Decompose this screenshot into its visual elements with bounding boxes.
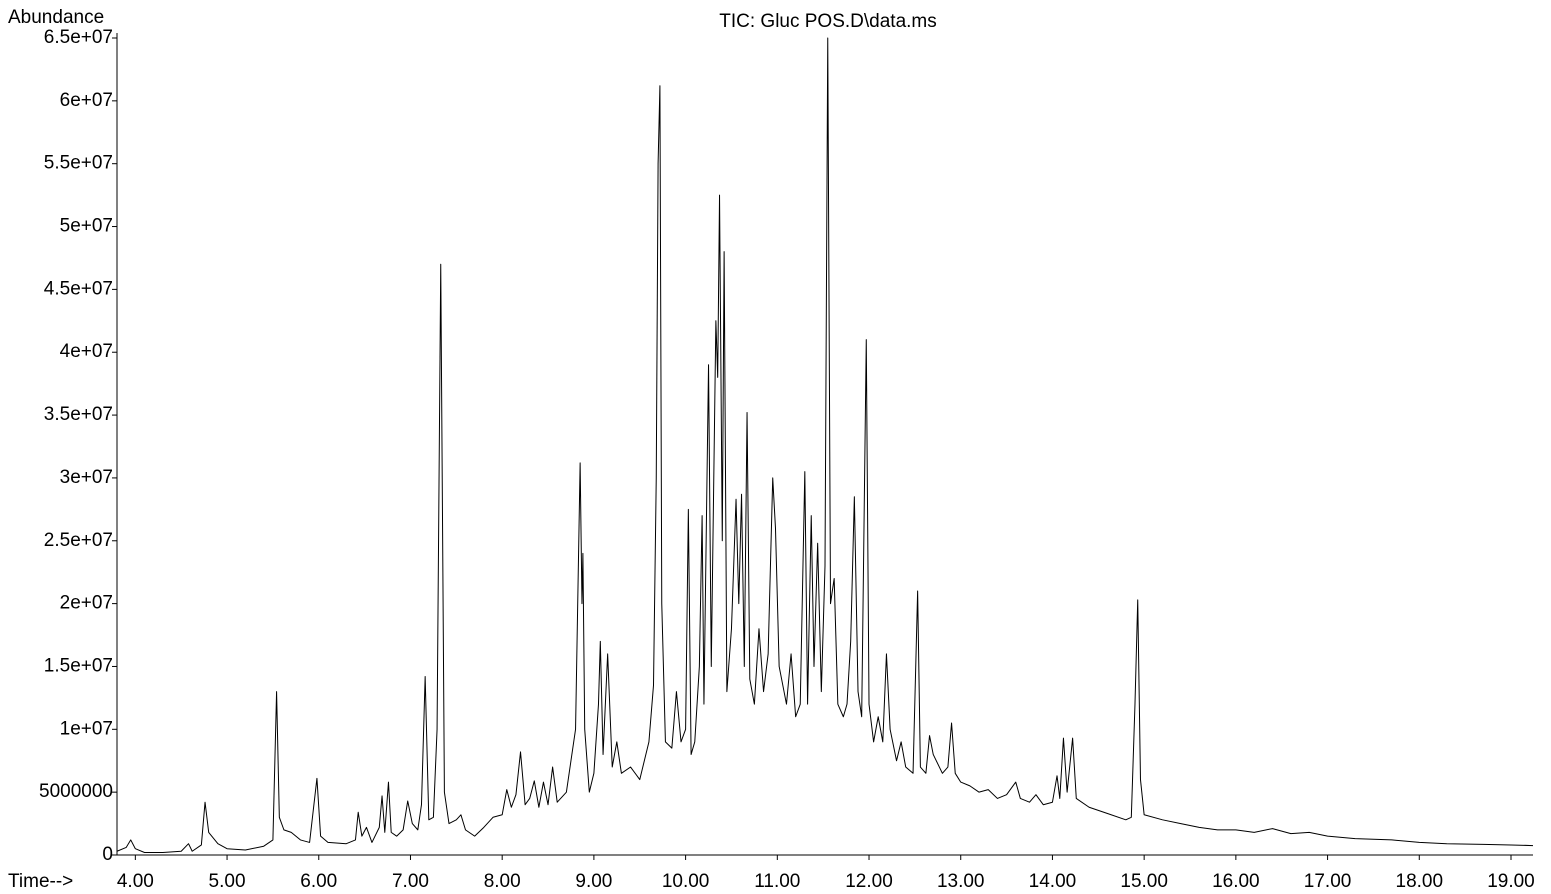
y-tick-label: 0 — [102, 844, 113, 865]
x-tick-label: 10.00 — [662, 871, 710, 892]
y-tick-label: 4.5e+07 — [44, 278, 113, 299]
x-tick-label: 7.00 — [392, 871, 429, 892]
y-tick-label: 2e+07 — [60, 593, 113, 614]
x-tick-label: 6.00 — [300, 871, 337, 892]
x-tick-label: 12.00 — [845, 871, 893, 892]
y-tick-label: 5e+07 — [60, 216, 113, 237]
chart-title: TIC: Gluc POS.D\data.ms — [719, 11, 937, 32]
x-tick-label: 9.00 — [575, 871, 612, 892]
tic-trace — [116, 37, 1534, 853]
y-tick-label: 5000000 — [39, 781, 113, 802]
x-axis-label: Time--> — [8, 871, 73, 892]
x-tick-label: 14.00 — [1029, 871, 1077, 892]
y-tick-label: 6.5e+07 — [44, 27, 113, 48]
y-axis-label: Abundance — [8, 7, 104, 28]
x-tick-label: 15.00 — [1120, 871, 1168, 892]
x-tick-label: 4.00 — [117, 871, 154, 892]
x-tick-label: 18.00 — [1396, 871, 1444, 892]
y-tick-label: 1e+07 — [60, 718, 113, 739]
y-tick-label: 6e+07 — [60, 90, 113, 111]
x-tick-label: 17.00 — [1304, 871, 1352, 892]
x-tick-label: 16.00 — [1212, 871, 1260, 892]
x-tick-label: 13.00 — [937, 871, 985, 892]
y-tick-label: 5.5e+07 — [44, 153, 113, 174]
y-tick-label: 4e+07 — [60, 341, 113, 362]
x-tick-label: 5.00 — [209, 871, 246, 892]
y-tick-label: 2.5e+07 — [44, 530, 113, 551]
x-tick-label: 19.00 — [1487, 871, 1535, 892]
x-tick-label: 11.00 — [754, 871, 800, 892]
y-tick-label: 3e+07 — [60, 467, 113, 488]
x-tick-label: 8.00 — [484, 871, 521, 892]
y-tick-label: 3.5e+07 — [44, 404, 113, 425]
y-tick-label: 1.5e+07 — [44, 655, 113, 676]
